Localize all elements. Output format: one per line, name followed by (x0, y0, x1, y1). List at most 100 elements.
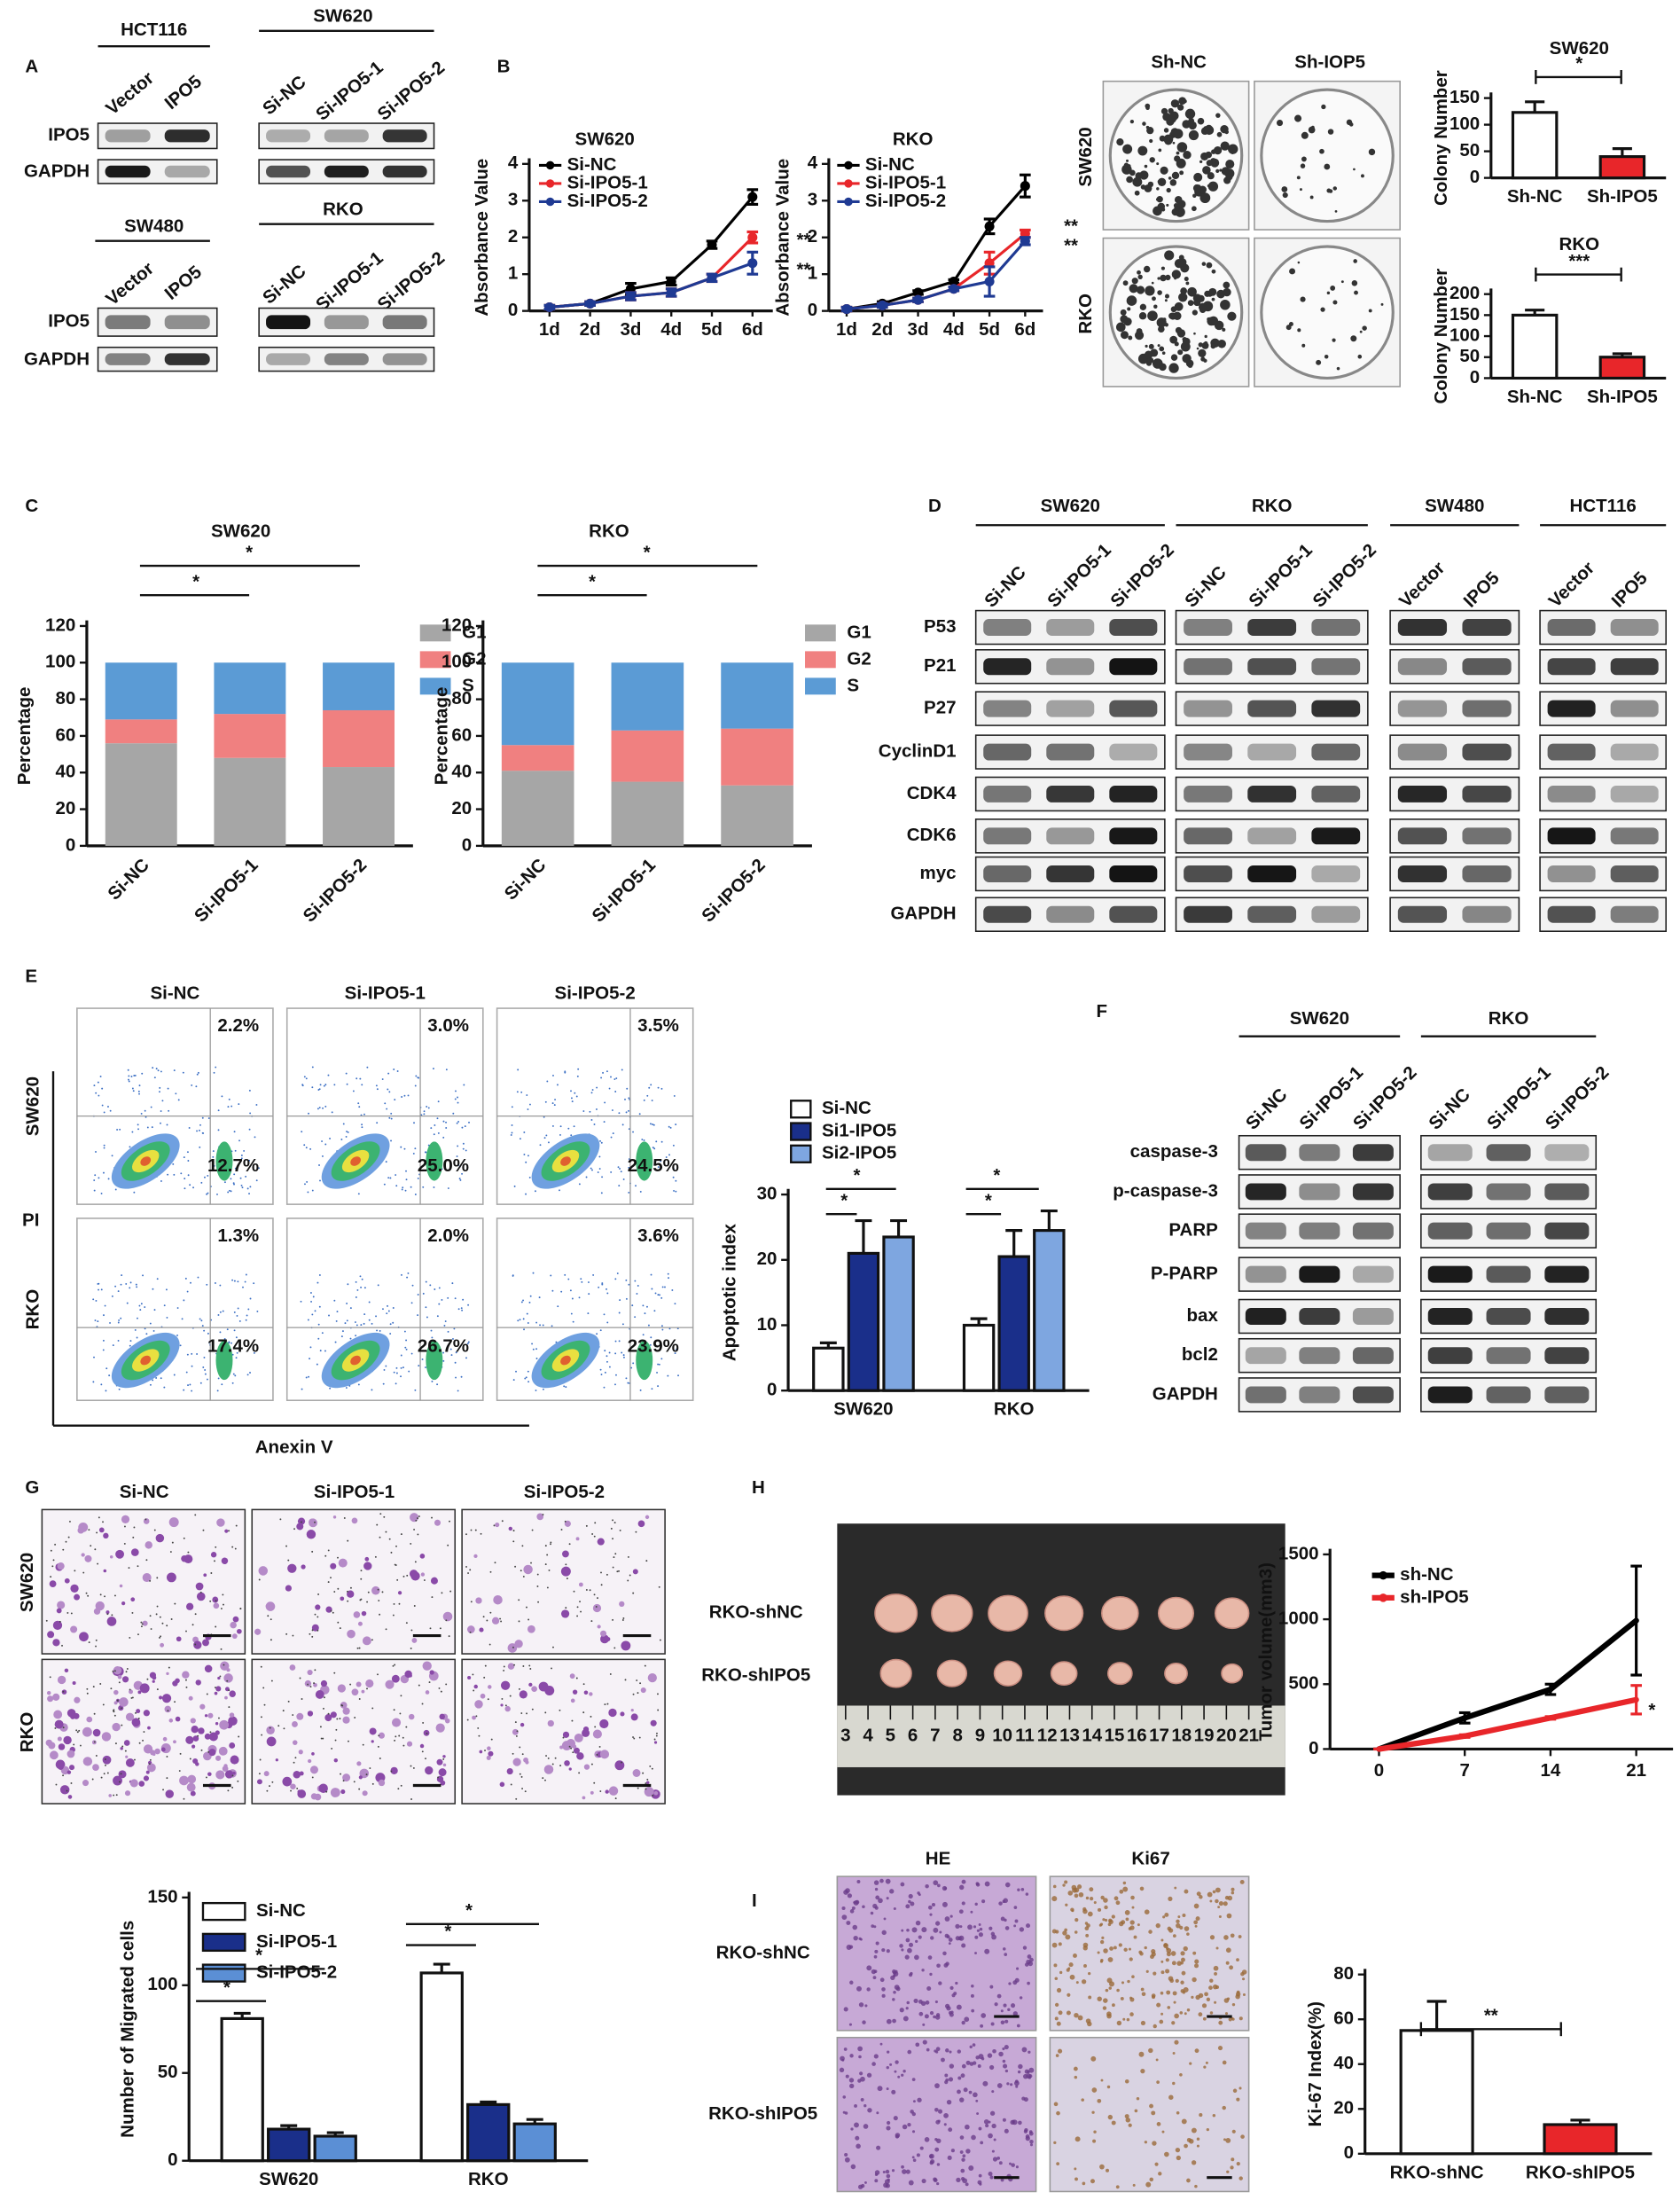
event (673, 1094, 676, 1097)
nucleus (1024, 2127, 1028, 2133)
cell (307, 1711, 314, 1717)
nucleus (945, 2048, 949, 2053)
cell (98, 1527, 105, 1533)
event (128, 1075, 130, 1077)
nucleus (1007, 2008, 1011, 2012)
nucleus (1206, 1997, 1211, 2001)
nucleus (1139, 1886, 1145, 1891)
nucleus (1019, 1996, 1023, 2000)
event (249, 1186, 252, 1188)
nucleus (933, 1927, 939, 1933)
cell (614, 1760, 625, 1771)
blot-band (1247, 700, 1297, 717)
event (551, 1102, 554, 1105)
cell (573, 1747, 580, 1754)
cell (66, 1750, 75, 1758)
cell (175, 1678, 180, 1684)
x-tick-label: Si-IPO5-2 (299, 855, 371, 927)
colony (1177, 349, 1184, 356)
event (622, 1356, 625, 1358)
event (653, 1147, 656, 1150)
pore (191, 1624, 194, 1626)
pore (52, 1559, 55, 1562)
pore (118, 1681, 121, 1684)
nucleus (1180, 1989, 1184, 1993)
event (319, 1350, 322, 1352)
event (233, 1280, 236, 1282)
cell (491, 1617, 500, 1625)
event (564, 1070, 567, 1073)
pore (421, 1750, 424, 1753)
nucleus (938, 1981, 942, 1985)
nucleus (909, 1942, 914, 1947)
pore (223, 1664, 225, 1666)
bar-segment (501, 745, 574, 771)
colony (1297, 261, 1301, 264)
legend-marker (1379, 1570, 1387, 1580)
event (98, 1288, 99, 1291)
pore (282, 1710, 285, 1712)
line (846, 184, 1027, 311)
event (129, 1146, 131, 1148)
pore (559, 1709, 561, 1711)
nucleus (1217, 1906, 1221, 1909)
cell (215, 1755, 222, 1761)
event (214, 1282, 216, 1284)
nucleus (848, 2078, 855, 2083)
pore (394, 1563, 396, 1566)
event (114, 1188, 117, 1191)
nucleus (1179, 2072, 1183, 2077)
pore (394, 1664, 396, 1666)
event (202, 1366, 205, 1368)
colony (1289, 268, 1296, 275)
pore (378, 1600, 380, 1601)
event (668, 1277, 669, 1280)
nucleus (887, 2120, 891, 2126)
cell (215, 1770, 225, 1780)
colony (1193, 172, 1203, 182)
cell (342, 1773, 351, 1782)
y-tick-label: 40 (1333, 2053, 1354, 2073)
cell (356, 1761, 362, 1766)
line (549, 196, 754, 309)
event (390, 1112, 393, 1115)
event (93, 1179, 96, 1181)
pore (339, 1627, 341, 1630)
event (651, 1388, 653, 1390)
photo (1049, 2036, 1250, 2193)
event (207, 1174, 209, 1177)
event (141, 1072, 144, 1075)
y-tick-label: 0 (508, 300, 518, 320)
blot-band (1610, 743, 1659, 761)
cell (143, 1518, 150, 1524)
cell (212, 1596, 219, 1603)
blot-band (1109, 658, 1158, 676)
pore (493, 1524, 496, 1527)
blot-band (105, 315, 151, 330)
ruler-number: 12 (1037, 1726, 1058, 1746)
nucleus (1166, 1952, 1171, 1957)
event (159, 1086, 161, 1089)
colony (1158, 325, 1165, 333)
pore (551, 1667, 552, 1670)
pore (168, 1666, 170, 1669)
pore (568, 1745, 571, 1748)
event (426, 1316, 428, 1319)
nucleus (988, 2172, 993, 2177)
event-density (560, 1156, 571, 1166)
event (653, 1310, 656, 1312)
x-tick-label: 2d (871, 319, 893, 340)
nucleus (1236, 2161, 1240, 2166)
nucleus (991, 1934, 996, 1940)
nucleus (1182, 1913, 1186, 1917)
colony (1308, 126, 1316, 134)
nucleus (1103, 1998, 1108, 2003)
nucleus (873, 1925, 877, 1929)
nucleus (960, 2073, 965, 2079)
cell (425, 1765, 434, 1775)
cell (237, 1628, 242, 1634)
event (231, 1382, 234, 1384)
nucleus (946, 1935, 950, 1939)
x-tick-label: 7 (1459, 1760, 1469, 1781)
y-tick-label: 1500 (1278, 1543, 1319, 1563)
